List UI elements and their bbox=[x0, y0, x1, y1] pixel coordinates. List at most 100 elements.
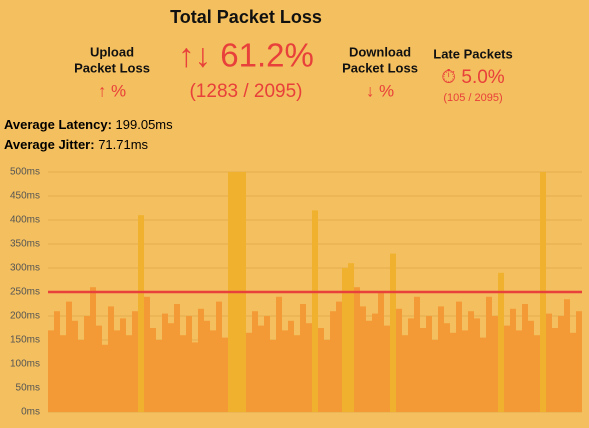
jitter: Average Jitter: 71.71ms bbox=[4, 137, 149, 152]
latency-bar bbox=[54, 311, 60, 412]
latency-bar bbox=[390, 253, 396, 412]
late-label: Late Packets bbox=[433, 46, 513, 61]
latency-bar bbox=[114, 330, 120, 412]
latency-bar bbox=[396, 308, 402, 412]
latency-bar bbox=[576, 311, 582, 412]
jitter-value: 71.71ms bbox=[98, 137, 148, 152]
jitter-label: Average Jitter: bbox=[4, 137, 95, 152]
y-tick-label: 200ms bbox=[10, 311, 40, 322]
latency-bar bbox=[198, 308, 204, 412]
latency-bar bbox=[378, 292, 384, 412]
latency-bar bbox=[48, 330, 54, 412]
download-label: Download bbox=[349, 44, 411, 59]
latency-bar bbox=[402, 335, 408, 412]
latency-bar bbox=[456, 301, 462, 412]
latency-bar bbox=[426, 316, 432, 412]
upload-label: Packet Loss bbox=[74, 60, 150, 75]
latency-bar bbox=[330, 311, 336, 412]
latency-bar bbox=[192, 342, 198, 412]
latency-bar bbox=[420, 328, 426, 412]
latency-bar bbox=[492, 316, 498, 412]
latency-bar bbox=[204, 320, 210, 412]
latency-bar bbox=[306, 323, 312, 412]
latency-bar bbox=[468, 311, 474, 412]
upload-label: Upload bbox=[90, 44, 134, 59]
latency-bar bbox=[150, 328, 156, 412]
latency-bar bbox=[318, 328, 324, 412]
latency-bar bbox=[336, 301, 342, 412]
latency-bar bbox=[180, 335, 186, 412]
latency-bar bbox=[288, 320, 294, 412]
title: Total Packet Loss bbox=[170, 7, 322, 27]
latency-bar bbox=[168, 323, 174, 412]
latency-bar bbox=[252, 311, 258, 412]
y-tick-label: 0ms bbox=[21, 407, 40, 418]
latency-bar bbox=[264, 316, 270, 412]
latency-bar bbox=[516, 330, 522, 412]
latency-bar bbox=[552, 328, 558, 412]
latency-bar bbox=[372, 313, 378, 412]
latency-bar bbox=[384, 325, 390, 412]
latency-bar bbox=[510, 308, 516, 412]
latency-bar bbox=[72, 320, 78, 412]
y-tick-label: 250ms bbox=[10, 287, 40, 298]
latency-bar bbox=[144, 296, 150, 412]
latency-label: Average Latency: bbox=[4, 117, 112, 132]
latency-bar bbox=[432, 340, 438, 412]
total-value: ↑↓ 61.2% bbox=[178, 37, 314, 74]
latency-bar bbox=[120, 318, 126, 412]
latency-value: 199.05ms bbox=[116, 117, 174, 132]
latency-bar bbox=[126, 335, 132, 412]
latency-bar bbox=[444, 323, 450, 412]
latency-bar bbox=[138, 215, 144, 412]
latency-bar bbox=[522, 304, 528, 412]
latency-bar bbox=[360, 306, 366, 412]
y-tick-label: 400ms bbox=[10, 215, 40, 226]
latency-bar bbox=[354, 287, 360, 412]
latency-bar bbox=[282, 330, 288, 412]
latency-bar bbox=[222, 337, 228, 412]
latency-bar bbox=[324, 340, 330, 412]
latency-bar bbox=[84, 316, 90, 412]
latency-bar bbox=[156, 340, 162, 412]
latency-bar bbox=[528, 320, 534, 412]
latency-bar bbox=[294, 335, 300, 412]
latency-bar bbox=[246, 332, 252, 412]
latency-bar bbox=[480, 337, 486, 412]
latency-bar bbox=[60, 335, 66, 412]
latency-bar bbox=[174, 304, 180, 412]
latency-bar bbox=[186, 316, 192, 412]
latency-bar bbox=[312, 210, 318, 412]
y-tick-label: 500ms bbox=[10, 167, 40, 178]
latency-bar bbox=[546, 313, 552, 412]
y-tick-label: 350ms bbox=[10, 239, 40, 250]
latency-bar bbox=[162, 313, 168, 412]
download-value: ↓ % bbox=[366, 81, 394, 100]
latency-bar bbox=[342, 268, 348, 412]
latency-bar bbox=[108, 306, 114, 412]
latency-bar bbox=[210, 330, 216, 412]
upload-value: ↑ % bbox=[98, 81, 126, 100]
latency-bar bbox=[558, 316, 564, 412]
latency-bar bbox=[258, 325, 264, 412]
latency-bar bbox=[102, 344, 108, 412]
latency-bar bbox=[462, 330, 468, 412]
latency-bar bbox=[408, 318, 414, 412]
latency-bar bbox=[564, 299, 570, 412]
latency-bar bbox=[450, 332, 456, 412]
latency-bar bbox=[504, 325, 510, 412]
y-tick-label: 100ms bbox=[10, 359, 40, 370]
y-tick-label: 300ms bbox=[10, 263, 40, 274]
latency-bar bbox=[474, 318, 480, 412]
y-tick-label: 450ms bbox=[10, 191, 40, 202]
total-count: (1283 / 2095) bbox=[189, 81, 302, 102]
latency-bar bbox=[498, 272, 504, 412]
latency-bar bbox=[276, 296, 282, 412]
latency-bar bbox=[270, 340, 276, 412]
latency-bar bbox=[78, 340, 84, 412]
latency-bar bbox=[570, 332, 576, 412]
latency-bar bbox=[438, 306, 444, 412]
y-tick-label: 150ms bbox=[10, 335, 40, 346]
late-count: (105 / 2095) bbox=[443, 92, 502, 104]
